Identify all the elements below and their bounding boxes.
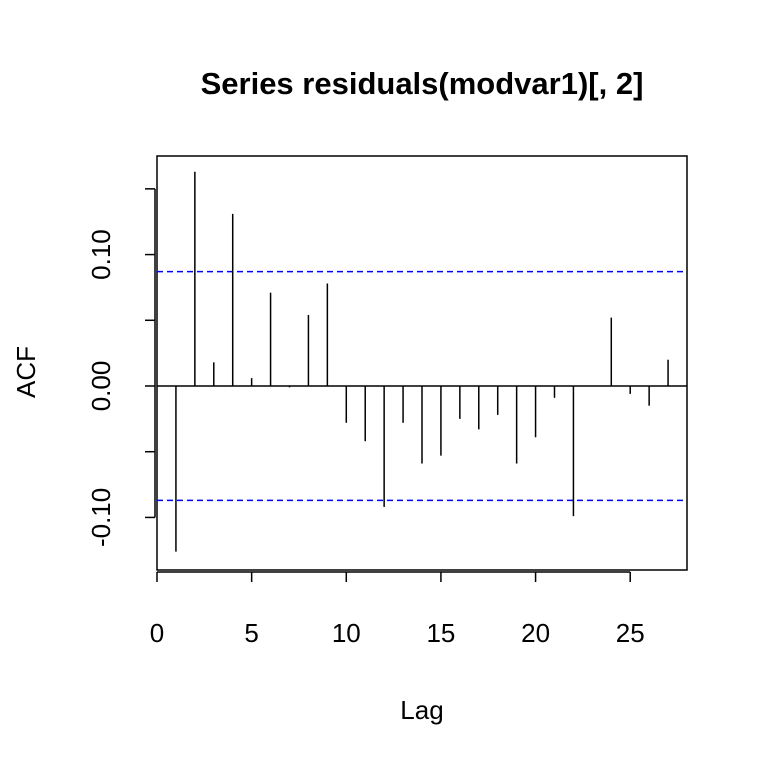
plot-frame	[156, 155, 688, 571]
y-tick-label: 0.10	[86, 229, 116, 280]
chart-title: Series residuals(modvar1)[, 2]	[201, 66, 644, 101]
x-tick-label: 5	[244, 618, 258, 648]
confidence-bands	[157, 270, 687, 502]
y-tick-label: 0.00	[86, 361, 116, 412]
y-axis: -0.10 0.00 0.10	[86, 188, 156, 547]
y-axis-label: ACF	[11, 346, 41, 398]
x-tick-label: 20	[521, 618, 550, 648]
acf-bars	[175, 171, 669, 552]
x-axis: 0 5 10 15 20 25	[150, 571, 645, 648]
x-tick-label: 0	[150, 618, 164, 648]
x-axis-label: Lag	[400, 695, 443, 725]
y-tick-label: -0.10	[86, 488, 116, 547]
x-tick-label: 10	[332, 618, 361, 648]
x-tick-label: 25	[616, 618, 645, 648]
x-tick-label: 15	[426, 618, 455, 648]
